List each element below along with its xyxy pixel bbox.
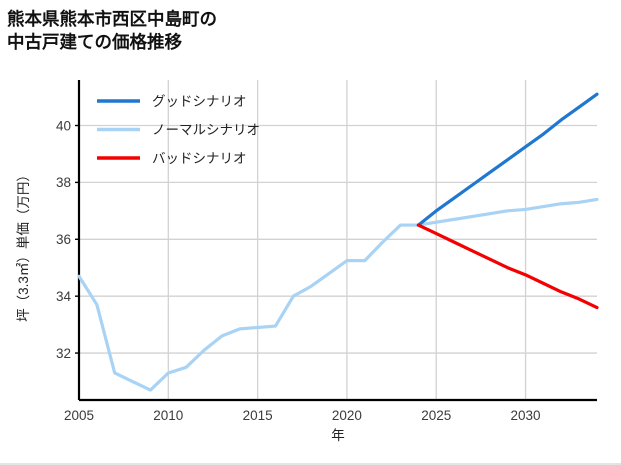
x-tick-label: 2020 (332, 408, 362, 423)
data-series-layer (77, 92, 599, 392)
y-axis-title: 坪（3.3㎡）単価（万円） (16, 168, 31, 322)
x-tick-label: 2005 (64, 408, 94, 423)
x-tick-label: 2030 (511, 408, 541, 423)
series-line (77, 197, 599, 392)
y-tick-label: 36 (56, 232, 71, 247)
legend-label: ノーマルシナリオ (152, 123, 260, 138)
x-tick-label: 2010 (153, 408, 183, 423)
chart-title-line-2: 中古戸建ての価格推移 (7, 32, 182, 53)
y-tick-label: 40 (56, 118, 71, 133)
legend-label: バッドシナリオ (152, 151, 247, 166)
series-line (416, 223, 599, 310)
vertical-gridlines (167, 80, 527, 400)
series-line (416, 92, 599, 227)
y-tick-labels: 32 34 36 38 40 (56, 118, 79, 361)
x-tick-labels: 2005 2010 2015 2020 2025 2030 (64, 408, 541, 423)
chart-title: 熊本県熊本市西区中島町の 中古戸建ての価格推移 (7, 8, 427, 55)
legend-label: グッドシナリオ (152, 94, 247, 109)
y-tick-label: 32 (56, 346, 71, 361)
x-axis-title: 年 (331, 428, 345, 443)
y-tick-label: 38 (56, 175, 71, 190)
x-tick-label: 2015 (243, 408, 273, 423)
bottom-divider (0, 463, 621, 465)
horizontal-gridlines (79, 124, 597, 354)
x-tick-label: 2025 (421, 408, 451, 423)
y-tick-label: 34 (56, 289, 72, 304)
chart-title-line-1: 熊本県熊本市西区中島町の (7, 9, 217, 29)
